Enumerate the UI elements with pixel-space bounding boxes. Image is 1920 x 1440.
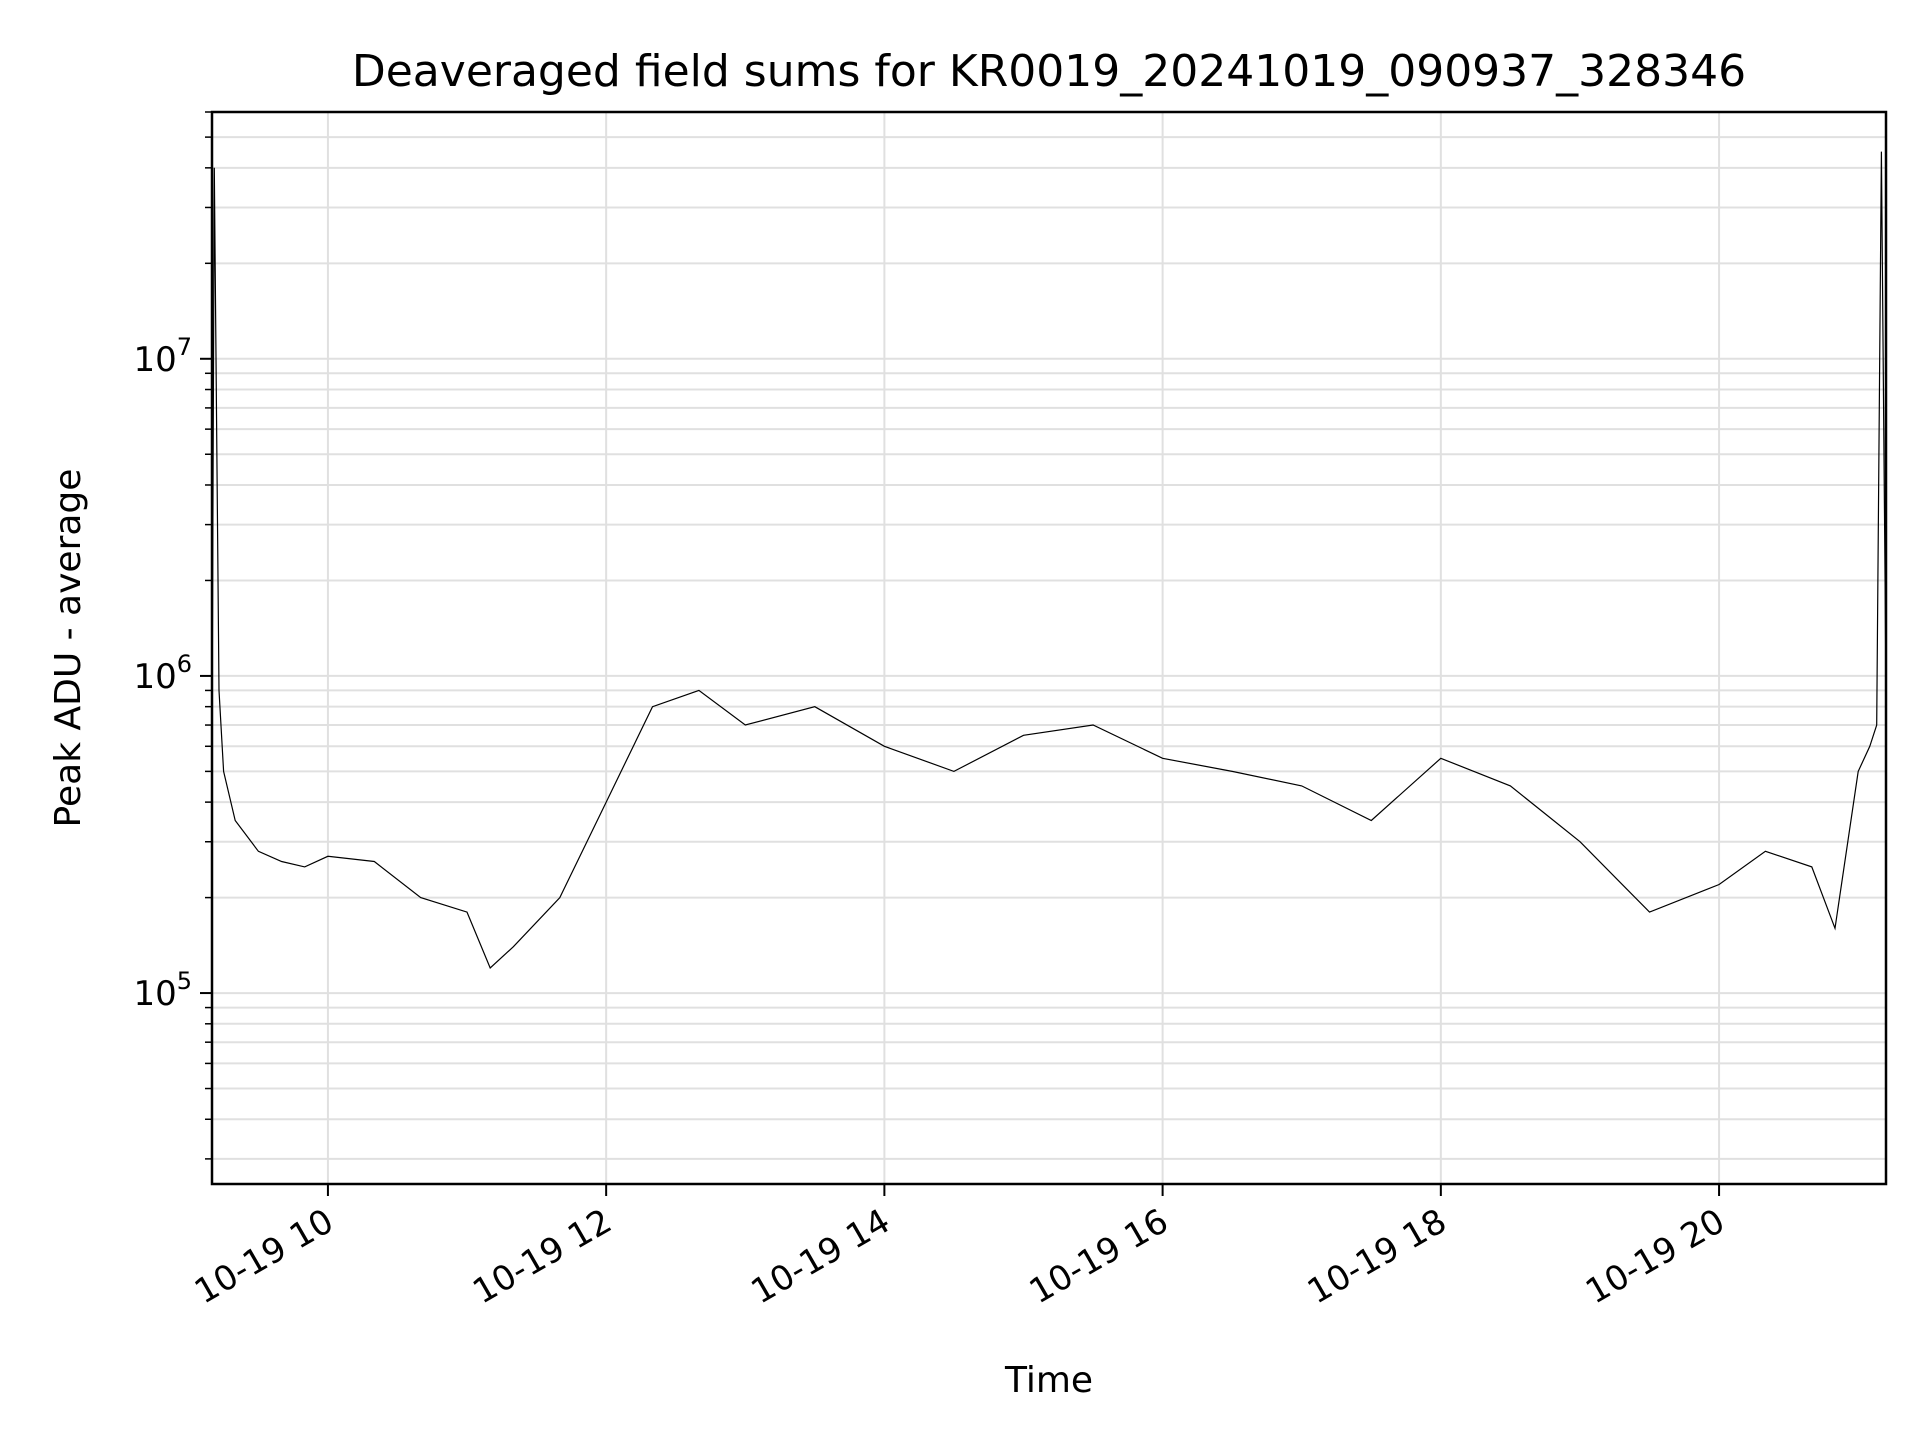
plot-frame — [210, 110, 1888, 1186]
grid-lines — [212, 111, 1886, 1184]
y-tick-label: 106 — [133, 650, 192, 697]
series-line — [212, 151, 1886, 970]
chart-title: Deaveraged field sums for KR0019_2024101… — [352, 46, 1746, 97]
y-tick-label: 107 — [133, 333, 192, 380]
y-axis: 105 106 107 — [133, 111, 212, 1160]
y-axis-label: Peak ADU - average — [48, 469, 89, 828]
x-axis-label: Time — [1004, 1360, 1093, 1401]
y-tick-label: 105 — [133, 967, 192, 1014]
plot-area — [212, 151, 1886, 970]
